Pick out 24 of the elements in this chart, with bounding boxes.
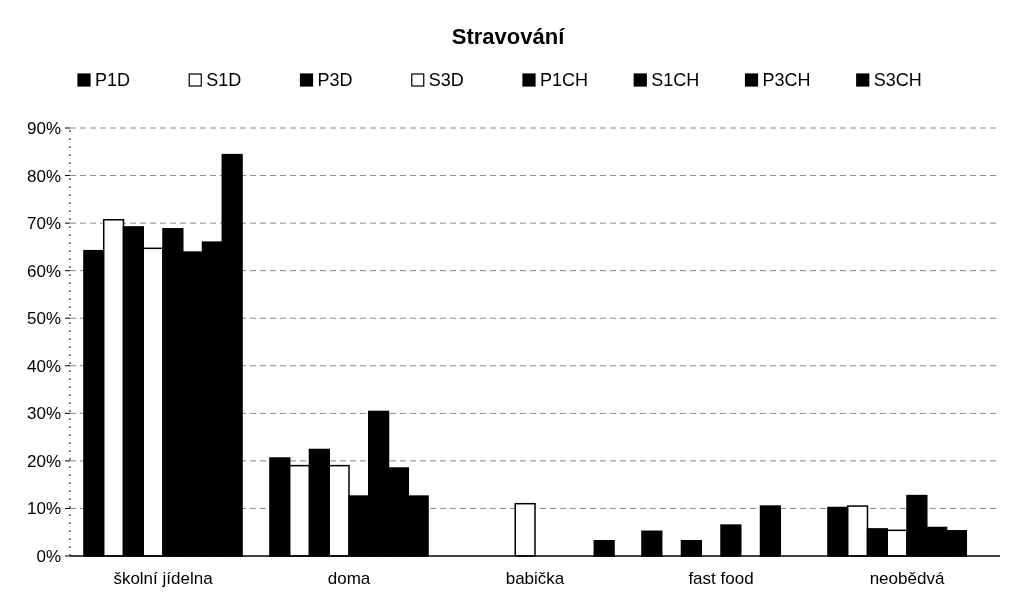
y-tick-label: 40% bbox=[26, 356, 61, 376]
y-tick-label: 80% bbox=[26, 166, 61, 186]
x-tick-label: neobědvá bbox=[869, 569, 945, 588]
legend-label: P3CH bbox=[762, 70, 811, 90]
y-tick-label: 90% bbox=[26, 118, 61, 138]
y-tick-label: 20% bbox=[26, 451, 61, 471]
chart-title: Stravování bbox=[451, 24, 566, 49]
legend-label: P3D bbox=[317, 70, 353, 90]
y-tick-label: 50% bbox=[26, 309, 61, 329]
y-tick-label: 10% bbox=[26, 499, 61, 519]
legend-label: S3CH bbox=[873, 70, 922, 90]
y-tick-label: 60% bbox=[26, 261, 61, 281]
y-tick-label: 70% bbox=[26, 214, 61, 234]
legend-label: P1CH bbox=[540, 70, 589, 90]
legend-label: P1D bbox=[95, 70, 131, 90]
legend-label: S1D bbox=[206, 70, 242, 90]
legend-label: S1CH bbox=[651, 70, 700, 90]
x-tick-label: školní jídelna bbox=[113, 569, 214, 588]
x-tick-label: babička bbox=[505, 569, 565, 588]
y-tick-label: 0% bbox=[36, 546, 61, 566]
x-tick-label: fast food bbox=[688, 569, 754, 588]
legend-label: S3D bbox=[428, 70, 464, 90]
y-tick-label: 30% bbox=[26, 404, 61, 424]
x-tick-label: doma bbox=[327, 569, 371, 588]
